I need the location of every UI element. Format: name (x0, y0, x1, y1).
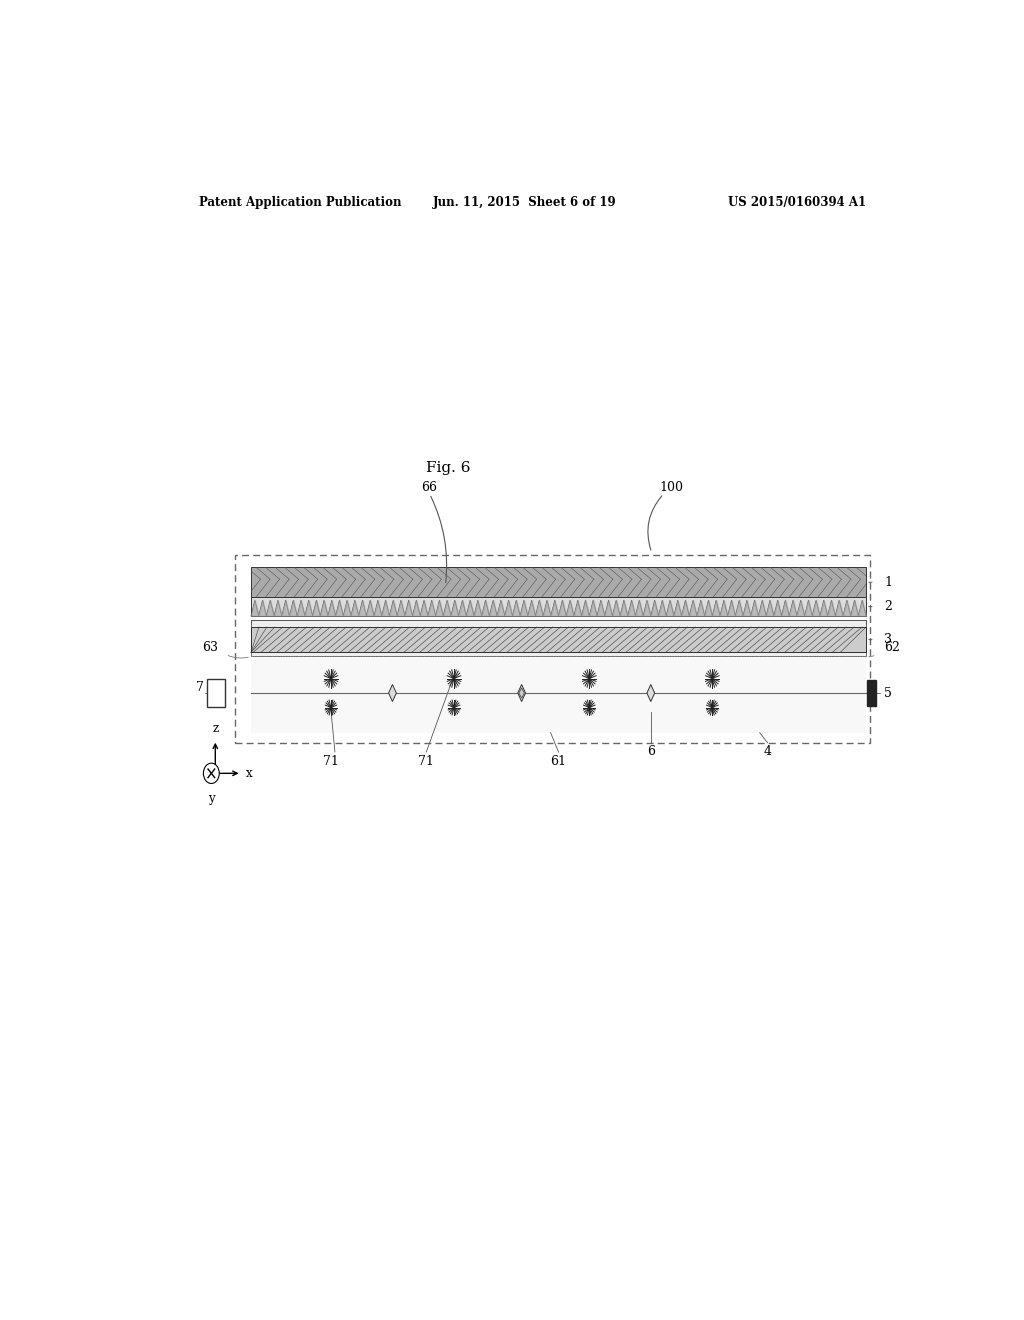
Bar (251, 598, 866, 616)
Text: 4: 4 (764, 744, 772, 758)
Text: z: z (212, 722, 218, 735)
Text: 61: 61 (551, 755, 566, 768)
Text: 100: 100 (659, 480, 684, 494)
Bar (207, 678, 225, 708)
Bar (236, 554, 870, 743)
Bar (251, 652, 866, 656)
Text: 6: 6 (647, 744, 654, 758)
Text: 63: 63 (202, 642, 218, 655)
Polygon shape (647, 685, 654, 701)
Bar (251, 620, 866, 627)
Text: 3: 3 (885, 634, 892, 647)
Text: 62: 62 (885, 642, 900, 655)
Circle shape (204, 763, 219, 784)
Polygon shape (388, 685, 396, 701)
Bar (251, 656, 866, 733)
Text: 7: 7 (196, 681, 204, 694)
Text: y: y (208, 792, 215, 805)
Text: US 2015/0160394 A1: US 2015/0160394 A1 (728, 197, 866, 209)
Text: 71: 71 (419, 755, 434, 768)
Text: 5: 5 (885, 686, 892, 700)
Text: 1: 1 (885, 576, 892, 589)
Text: Fig. 6: Fig. 6 (426, 462, 470, 475)
Text: Patent Application Publication: Patent Application Publication (200, 197, 402, 209)
Bar (251, 568, 866, 598)
Text: 71: 71 (323, 755, 339, 768)
Bar (251, 620, 866, 624)
Polygon shape (519, 688, 524, 698)
Bar (251, 627, 866, 652)
Text: x: x (246, 767, 252, 780)
Bar (867, 680, 877, 706)
Text: Jun. 11, 2015  Sheet 6 of 19: Jun. 11, 2015 Sheet 6 of 19 (433, 197, 616, 209)
Text: 2: 2 (885, 601, 892, 612)
Bar (251, 627, 866, 652)
Text: 66: 66 (422, 480, 437, 494)
Polygon shape (518, 685, 525, 701)
